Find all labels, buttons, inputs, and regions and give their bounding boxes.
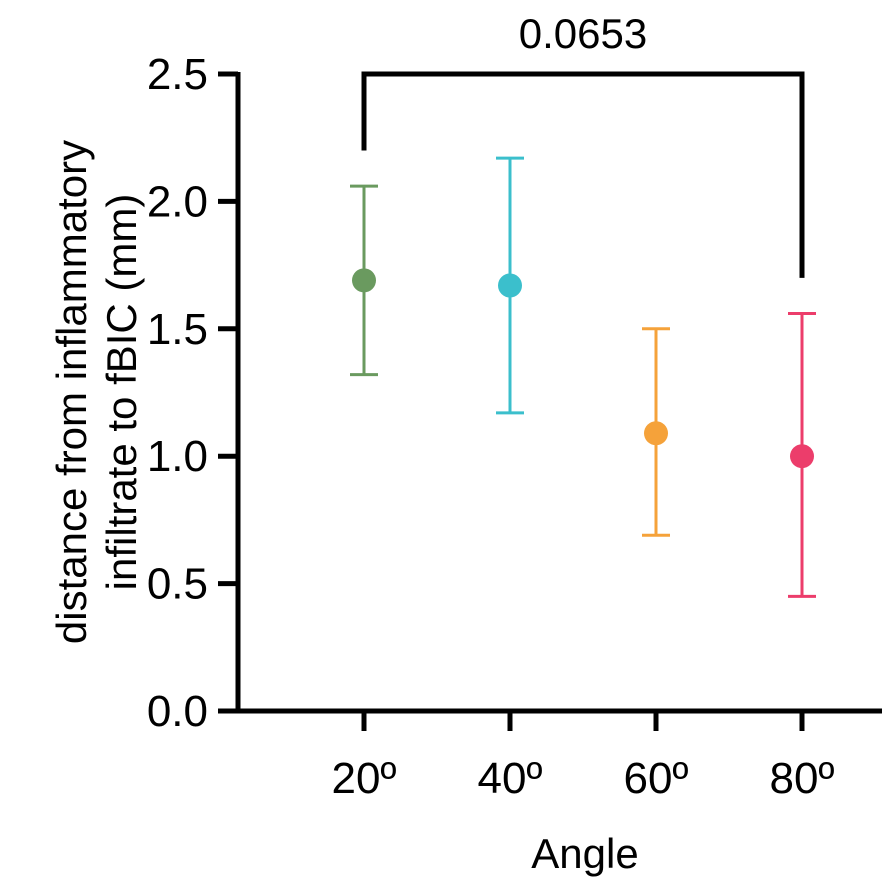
data-point-group (788, 312, 816, 598)
y-tick-label: 1.5 (147, 305, 208, 354)
data-point-group (350, 184, 378, 377)
y-tick-label: 0.5 (147, 560, 208, 609)
y-tick-label: 0.0 (147, 687, 208, 736)
data-point-group (496, 156, 524, 415)
data-point-group (642, 327, 670, 537)
y-tick-label: 2.5 (147, 50, 208, 99)
mean-marker (790, 444, 814, 469)
p-value-label: 0.0653 (519, 10, 647, 57)
x-axis-title: Angle (531, 830, 638, 877)
x-tick-label: 60º (623, 754, 688, 803)
y-tick-label: 2.0 (147, 177, 208, 226)
y-axis-title-line-1: distance from inflammatory (48, 140, 95, 644)
x-axis: 20º 40º 60º 80º (235, 708, 882, 803)
y-axis: 0.0 0.5 1.0 1.5 2.0 2.5 (147, 50, 241, 736)
y-tick-label: 1.0 (147, 432, 208, 481)
x-tick-label: 80º (769, 754, 834, 803)
x-tick-label: 40º (477, 754, 542, 803)
mean-marker (498, 273, 522, 298)
mean-marker (352, 268, 376, 293)
bracket-line (361, 71, 805, 278)
series-points (350, 156, 816, 598)
x-tick-label: 20º (331, 754, 396, 803)
y-axis-title-line-2: infiltrate to fBIC (mm) (98, 194, 145, 591)
significance-bracket: 0.0653 (361, 10, 805, 278)
y-axis-title: distance from inflammatory infiltrate to… (48, 140, 145, 644)
mean-marker (644, 421, 668, 446)
